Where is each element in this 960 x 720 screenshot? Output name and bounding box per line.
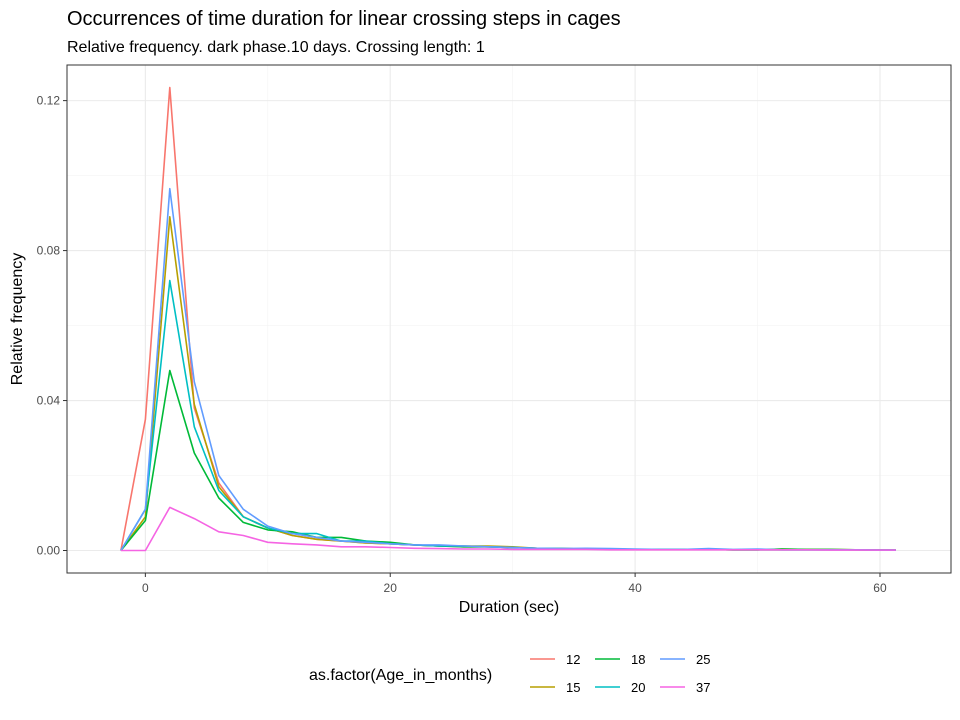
y-tick-label: 0.00 bbox=[37, 544, 61, 558]
x-tick-label: 20 bbox=[384, 581, 398, 595]
series-line-37 bbox=[120, 506, 896, 552]
series-line-12 bbox=[120, 86, 896, 551]
legend-label-15: 15 bbox=[566, 680, 580, 695]
series-line-20 bbox=[120, 279, 896, 551]
legend: as.factor(Age_in_months) 12 15 18 20 25 37 bbox=[309, 652, 710, 695]
y-axis: 0.00 0.04 0.08 0.12 bbox=[37, 94, 67, 558]
chart-title: Occurrences of time duration for linear … bbox=[67, 8, 621, 30]
x-tick-label: 0 bbox=[142, 581, 149, 595]
series-line-18 bbox=[120, 369, 896, 552]
x-tick-label: 40 bbox=[628, 581, 642, 595]
x-axis-title: Duration (sec) bbox=[459, 599, 559, 616]
y-tick-label: 0.12 bbox=[37, 94, 61, 108]
legend-label-12: 12 bbox=[566, 652, 580, 667]
legend-label-20: 20 bbox=[631, 680, 645, 695]
y-axis-title: Relative frequency bbox=[9, 253, 26, 386]
legend-title: as.factor(Age_in_months) bbox=[309, 667, 492, 684]
x-tick-label: 60 bbox=[873, 581, 887, 595]
legend-label-25: 25 bbox=[696, 652, 710, 667]
chart-subtitle: Relative frequency. dark phase.10 days. … bbox=[67, 39, 485, 56]
legend-label-37: 37 bbox=[696, 680, 710, 695]
plot-panel bbox=[66, 64, 952, 574]
x-axis: 0 20 40 60 bbox=[142, 573, 887, 595]
panel-border bbox=[66, 64, 952, 574]
series-line-25 bbox=[120, 187, 896, 551]
y-tick-label: 0.08 bbox=[37, 244, 61, 258]
legend-label-18: 18 bbox=[631, 652, 645, 667]
grid-lines bbox=[67, 65, 951, 573]
y-tick-label: 0.04 bbox=[37, 394, 61, 408]
series-lines bbox=[120, 86, 896, 552]
